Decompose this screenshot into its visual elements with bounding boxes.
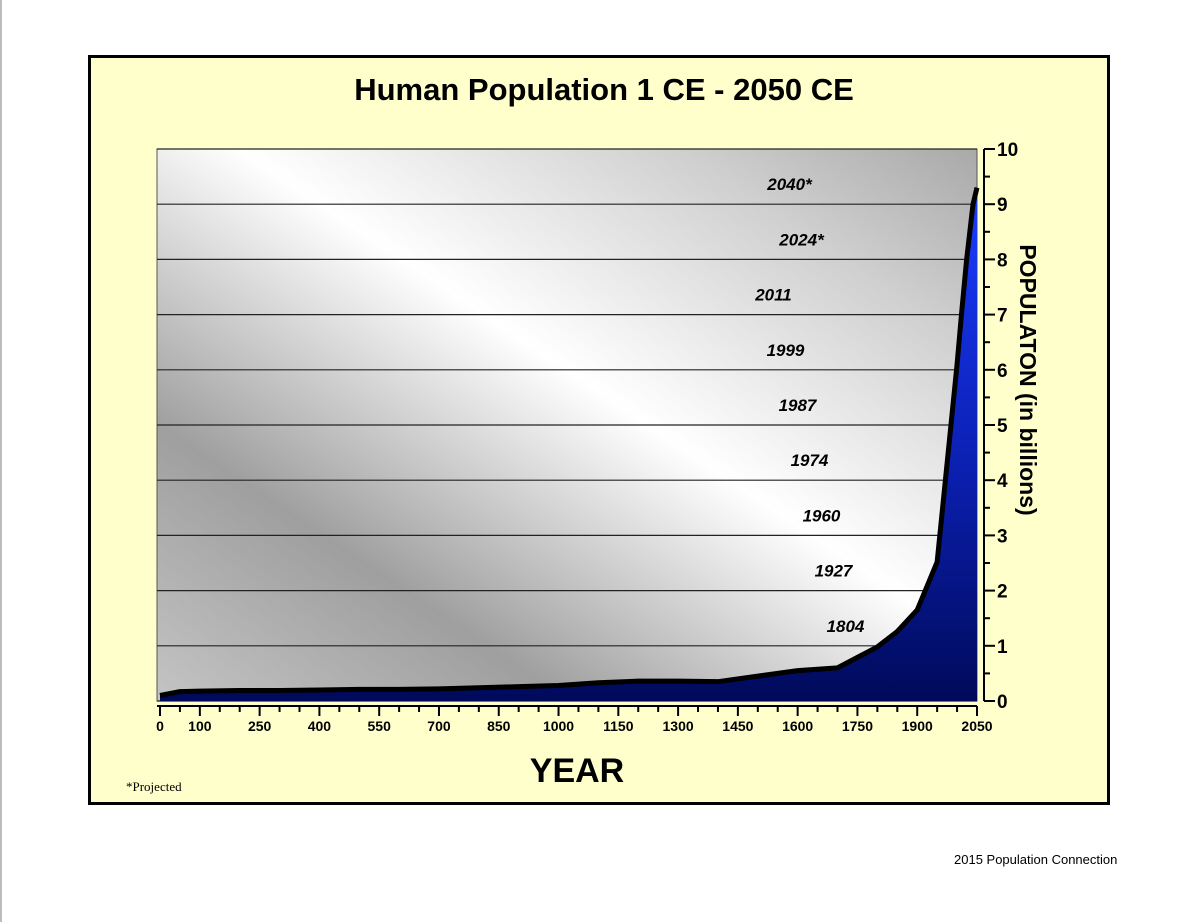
x-tick-label: 100 <box>188 718 212 734</box>
y-axis: 0 1 2 3 4 5 6 7 8 9 10 <box>983 140 1018 713</box>
milestone-label: 2040* <box>766 175 813 194</box>
x-tick-label: 2050 <box>961 718 992 734</box>
y-tick-label: 2 <box>997 582 1008 603</box>
y-tick-label: 0 <box>997 692 1008 713</box>
y-tick-label: 10 <box>997 140 1018 161</box>
y-tick-label: 3 <box>997 526 1008 547</box>
x-axis: 0 100 250 400 550 700 850 1000 1150 1300 1450 1600 1… <box>156 705 993 734</box>
x-axis-label: YEAR <box>530 752 624 790</box>
chart-title: Human Population 1 CE - 2050 CE <box>354 72 854 107</box>
footnote: *Projected <box>126 779 182 794</box>
milestone-label: 2011 <box>754 286 792 305</box>
milestone-label: 1987 <box>779 396 818 415</box>
x-tick-label: 1000 <box>543 718 574 734</box>
credit-text: 2015 Population Connection <box>954 852 1118 867</box>
y-axis-label: POPULATON (in billions) <box>1015 244 1041 515</box>
annotation-layer: 2040* 2024* 2011 1999 1987 1974 1960 1927 1804 <box>754 175 865 636</box>
y-tick-label: 7 <box>997 306 1008 327</box>
y-tick-label: 1 <box>997 637 1008 658</box>
x-tick-label: 700 <box>427 718 451 734</box>
milestone-label: 1999 <box>767 341 805 360</box>
area-layer <box>159 187 980 701</box>
population-area <box>160 187 977 701</box>
chart-frame: Human Population 1 CE - 2050 CE 2040* 202… <box>88 55 1110 805</box>
x-tick-label: 1750 <box>842 718 873 734</box>
x-tick-label: 550 <box>368 718 392 734</box>
x-tick-label: 850 <box>487 718 511 734</box>
y-tick-label: 9 <box>997 195 1008 216</box>
population-chart: Human Population 1 CE - 2050 CE 2040*202… <box>126 72 1041 794</box>
y-tick-label: 5 <box>997 416 1008 437</box>
y-tick-label: 8 <box>997 250 1008 271</box>
x-tick-label: 250 <box>248 718 272 734</box>
population-line <box>159 187 980 698</box>
milestone-label: 1974 <box>791 451 829 470</box>
x-tick-label: 400 <box>308 718 332 734</box>
x-tick-label: 1900 <box>902 718 933 734</box>
milestone-label: 1804 <box>827 617 865 636</box>
page-edge <box>0 0 2 922</box>
milestone-label: 1927 <box>815 562 854 581</box>
y-tick-label: 4 <box>997 471 1008 492</box>
x-tick-label: 1450 <box>722 718 753 734</box>
milestone-label: 2024* <box>778 230 825 249</box>
milestone-label: 1960 <box>803 506 841 525</box>
x-tick-label: 0 <box>156 718 164 734</box>
x-tick-label: 1150 <box>603 718 634 734</box>
y-tick-label: 6 <box>997 361 1008 382</box>
x-tick-label: 1300 <box>663 718 694 734</box>
x-tick-label: 1600 <box>782 718 813 734</box>
